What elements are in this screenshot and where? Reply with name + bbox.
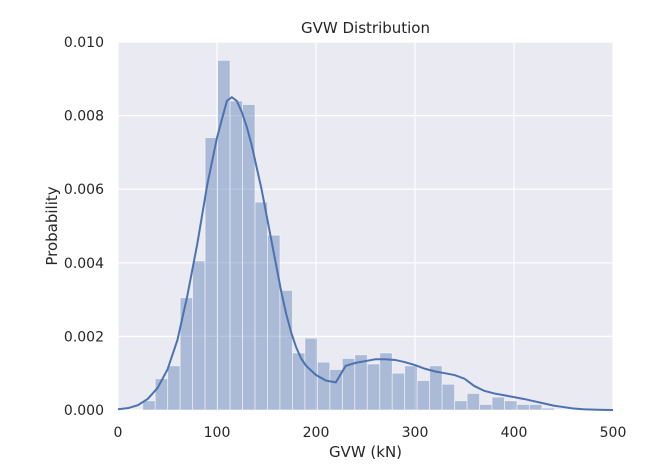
histogram-bar: [379, 352, 393, 411]
y-tick-label: 0.002: [64, 329, 104, 345]
x-tick-label: 400: [501, 425, 528, 441]
histogram-bar: [229, 100, 243, 411]
histogram-bar: [404, 365, 418, 411]
kde-line: [117, 95, 614, 411]
histogram-bar: [154, 378, 169, 411]
y-tick-label: 0.004: [64, 256, 104, 272]
histogram-bar: [491, 396, 505, 411]
y-tick-label: 0.010: [64, 35, 104, 51]
histogram-bar: [466, 393, 480, 411]
histogram-bars: [142, 60, 555, 411]
histogram-bar: [204, 137, 218, 411]
y-tick-label: 0.000: [64, 403, 104, 419]
x-tick-labels: 0 100 200 300 400 500: [114, 425, 627, 441]
y-tick-labels: 0.000 0.002 0.004 0.006 0.008 0.010: [64, 35, 104, 419]
histogram-bar: [416, 380, 431, 411]
x-tick-label: 0: [114, 425, 123, 441]
histogram-bar: [267, 234, 281, 411]
chart-title: GVW Distribution: [301, 19, 430, 37]
histogram-bar: [254, 201, 268, 411]
histogram-bar: [341, 358, 356, 411]
histogram-bar: [479, 404, 493, 411]
histogram-bar: [454, 400, 468, 411]
y-axis-label: Probability: [43, 186, 61, 265]
histogram-bar: [516, 404, 530, 411]
histogram-bar: [167, 365, 181, 411]
histogram-bar: [192, 260, 206, 411]
y-tick-label: 0.008: [64, 109, 104, 125]
x-tick-label: 100: [204, 425, 231, 441]
histogram-bar: [391, 372, 406, 411]
x-tick-label: 300: [402, 425, 429, 441]
x-tick-label: 200: [303, 425, 330, 441]
histogram-bar: [366, 363, 381, 411]
histogram-bar: [504, 400, 518, 411]
histogram-bar: [316, 361, 331, 411]
histogram-bar: [529, 404, 543, 411]
histogram-bar: [179, 297, 194, 411]
gridlines: [117, 41, 614, 411]
x-axis-label: GVW (kN): [329, 443, 402, 461]
histogram-bar: [279, 289, 293, 411]
histogram-bar: [541, 407, 555, 411]
histogram-bar: [142, 400, 156, 411]
histogram-bar: [441, 383, 456, 411]
y-tick-label: 0.006: [64, 182, 104, 198]
x-tick-label: 500: [600, 425, 627, 441]
